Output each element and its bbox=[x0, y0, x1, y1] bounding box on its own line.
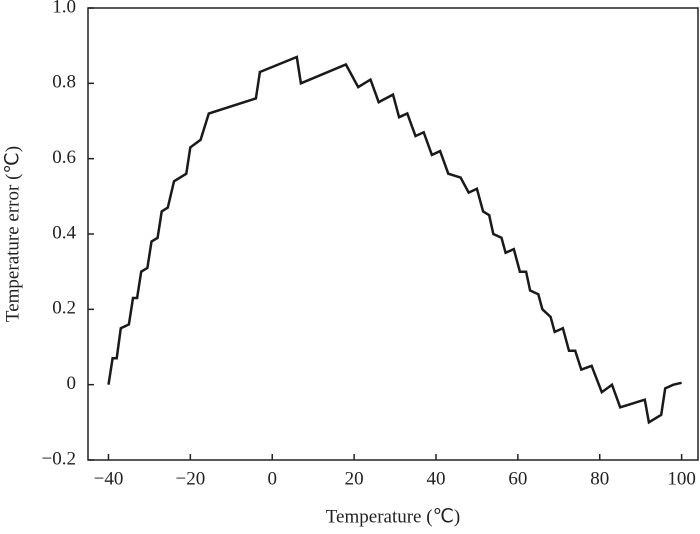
data-line bbox=[107, 55, 682, 425]
y-axis-label: Temperature error (℃) bbox=[2, 146, 23, 322]
plot-frame bbox=[87, 7, 699, 461]
y-tick-label: 0.8 bbox=[52, 72, 76, 93]
x-tick-label: −20 bbox=[175, 468, 205, 489]
y-tick-label: 0.6 bbox=[52, 147, 76, 168]
x-tick-label: −40 bbox=[94, 468, 124, 489]
x-axis-label: Temperature (℃) bbox=[326, 506, 460, 527]
x-tick-label: 20 bbox=[345, 468, 364, 489]
x-tick-label: 60 bbox=[508, 468, 527, 489]
y-tick-label: 1.0 bbox=[52, 0, 76, 17]
y-tick-label: 0 bbox=[67, 373, 77, 394]
x-tick-label: 100 bbox=[667, 468, 696, 489]
y-tick-label: −0.2 bbox=[42, 448, 76, 469]
y-tick-label: 0.4 bbox=[52, 222, 76, 243]
x-tick-label: 0 bbox=[267, 468, 277, 489]
y-tick-label: 0.2 bbox=[52, 298, 76, 319]
x-tick-label: 80 bbox=[590, 468, 609, 489]
x-tick-label: 40 bbox=[426, 468, 445, 489]
